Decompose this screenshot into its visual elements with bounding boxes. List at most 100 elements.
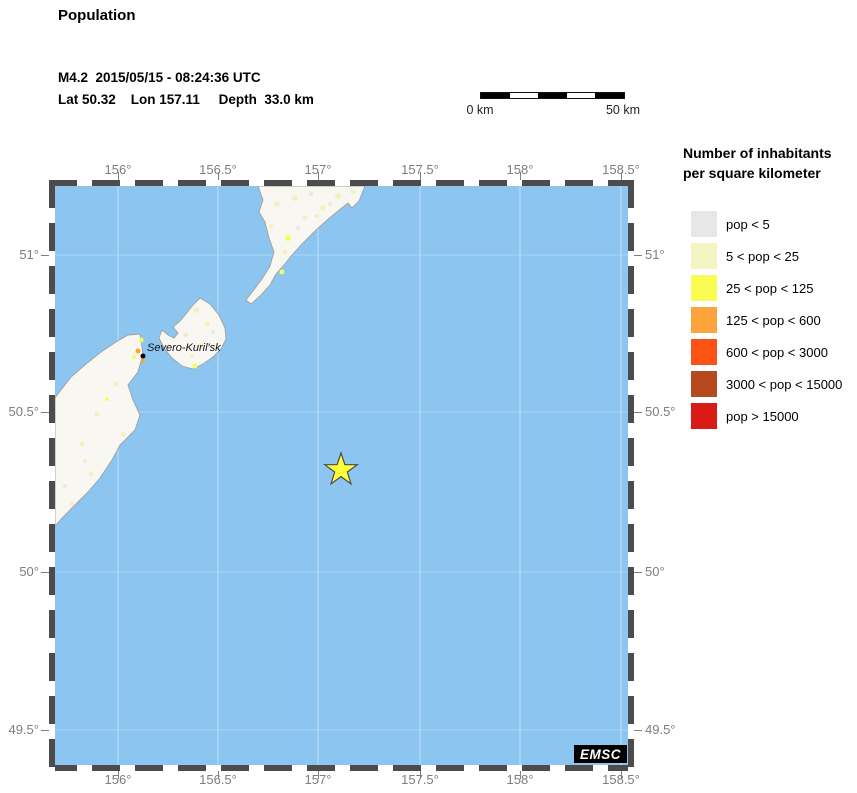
legend-item: pop < 5 [683, 208, 857, 240]
lon-tick-bottom [317, 771, 319, 779]
lat-label-right: 51° [645, 247, 665, 262]
population-speckle [94, 411, 100, 417]
land-kamchatka [245, 186, 366, 305]
lat-label-right: 50° [645, 564, 665, 579]
population-speckle [120, 431, 126, 437]
lat-label-left: 50° [19, 564, 39, 579]
population-speckle [83, 459, 87, 463]
map-scale-bar: 0 km 50 km [466, 92, 640, 117]
population-speckle [328, 202, 332, 206]
legend-swatch [691, 307, 717, 333]
legend-swatch [691, 339, 717, 365]
event-coordinates-depth: Lat 50.32 Lon 157.11 Depth 33.0 km [58, 92, 314, 107]
legend-swatch [691, 211, 717, 237]
lon-label-top: 156.5° [199, 162, 237, 177]
legend-item: 3000 < pop < 15000 [683, 368, 857, 400]
lat-label-left: 51° [19, 247, 39, 262]
city-dot [140, 353, 146, 359]
scale-segment [595, 93, 624, 98]
lat-tick-right [634, 411, 642, 413]
lon-label-bottom: 158° [506, 772, 534, 787]
legend-item: pop > 15000 [683, 400, 857, 432]
population-speckle [285, 235, 291, 241]
city-label: Severo-Kuril'sk [147, 342, 221, 354]
population-speckle [79, 441, 85, 447]
lon-tick-bottom [620, 771, 622, 779]
lon-tick-top [419, 172, 421, 180]
lon-tick-top [317, 172, 319, 180]
population-speckle [135, 348, 141, 354]
population-speckle [335, 193, 341, 199]
scale-end-label: 50 km [605, 103, 641, 117]
population-speckle [204, 321, 210, 327]
scale-start-label: 0 km [466, 103, 494, 117]
map-border-right [628, 180, 634, 771]
legend-swatch [691, 275, 717, 301]
population-speckle [211, 330, 215, 334]
lon-tick-bottom [419, 771, 421, 779]
lon-tick-bottom [217, 771, 219, 779]
population-speckle [113, 381, 119, 387]
lat-tick-right [634, 571, 642, 573]
lat-tick-left [41, 411, 49, 413]
population-speckle [302, 215, 308, 221]
scale-segment [509, 93, 539, 98]
lat-label-right: 50.5° [645, 404, 676, 419]
population-speckle [320, 205, 326, 211]
legend-item: 125 < pop < 600 [683, 304, 857, 336]
lat-label-left: 50.5° [8, 404, 39, 419]
population-speckle [350, 189, 356, 195]
lon-tick-top [217, 172, 219, 180]
lat-tick-left [41, 254, 49, 256]
lat-label-right: 49.5° [645, 722, 676, 737]
lon-label-top: 158.5° [602, 162, 640, 177]
scale-segment [566, 93, 596, 98]
lon-tick-top [117, 172, 119, 180]
population-speckle [269, 224, 273, 228]
lat-tick-right [634, 729, 642, 731]
map-frame: Severo-Kuril'sk EMSC [49, 180, 634, 771]
lat-tick-right [634, 254, 642, 256]
lon-label-top: 157° [304, 162, 332, 177]
lon-label-bottom: 156° [104, 772, 132, 787]
population-speckle [193, 307, 199, 313]
population-speckle [105, 397, 109, 401]
lon-tick-bottom [519, 771, 521, 779]
population-speckle [192, 363, 198, 369]
population-speckle [308, 191, 314, 197]
lat-tick-left [41, 729, 49, 731]
lon-label-bottom: 157.5° [401, 772, 439, 787]
map-border-top [49, 180, 634, 186]
legend-title-line1: Number of inhabitants [683, 145, 832, 161]
population-speckle [274, 201, 280, 207]
legend-item: 25 < pop < 125 [683, 272, 857, 304]
legend-item-label: 25 < pop < 125 [726, 280, 814, 296]
legend-swatch [691, 371, 717, 397]
map-border-left [49, 180, 55, 771]
page-title: Population [58, 7, 136, 24]
population-speckle [132, 355, 136, 359]
population-speckle [292, 195, 298, 201]
event-summary: M4.2 2015/05/15 - 08:24:36 UTC [58, 70, 261, 85]
map-graphics [55, 186, 628, 765]
land-paramushir [55, 333, 144, 527]
population-speckle [315, 214, 319, 218]
scale-segment [481, 93, 510, 98]
legend-item-label: 600 < pop < 3000 [726, 344, 828, 360]
lon-tick-top [519, 172, 521, 180]
population-speckle [282, 249, 288, 255]
legend-item: 600 < pop < 3000 [683, 336, 857, 368]
lon-label-bottom: 158.5° [602, 772, 640, 787]
lon-tick-top [620, 172, 622, 180]
scale-bar-segments [480, 92, 625, 99]
legend-swatch [691, 243, 717, 269]
map-canvas: Severo-Kuril'sk EMSC [55, 186, 628, 765]
lon-label-top: 157.5° [401, 162, 439, 177]
legend-item: 5 < pop < 25 [683, 240, 857, 272]
lon-label-top: 158° [506, 162, 534, 177]
population-speckle [88, 471, 94, 477]
emsc-logo: EMSC [574, 745, 627, 763]
lon-tick-bottom [117, 771, 119, 779]
legend-item-label: pop < 5 [726, 216, 770, 232]
population-speckle [183, 332, 189, 338]
